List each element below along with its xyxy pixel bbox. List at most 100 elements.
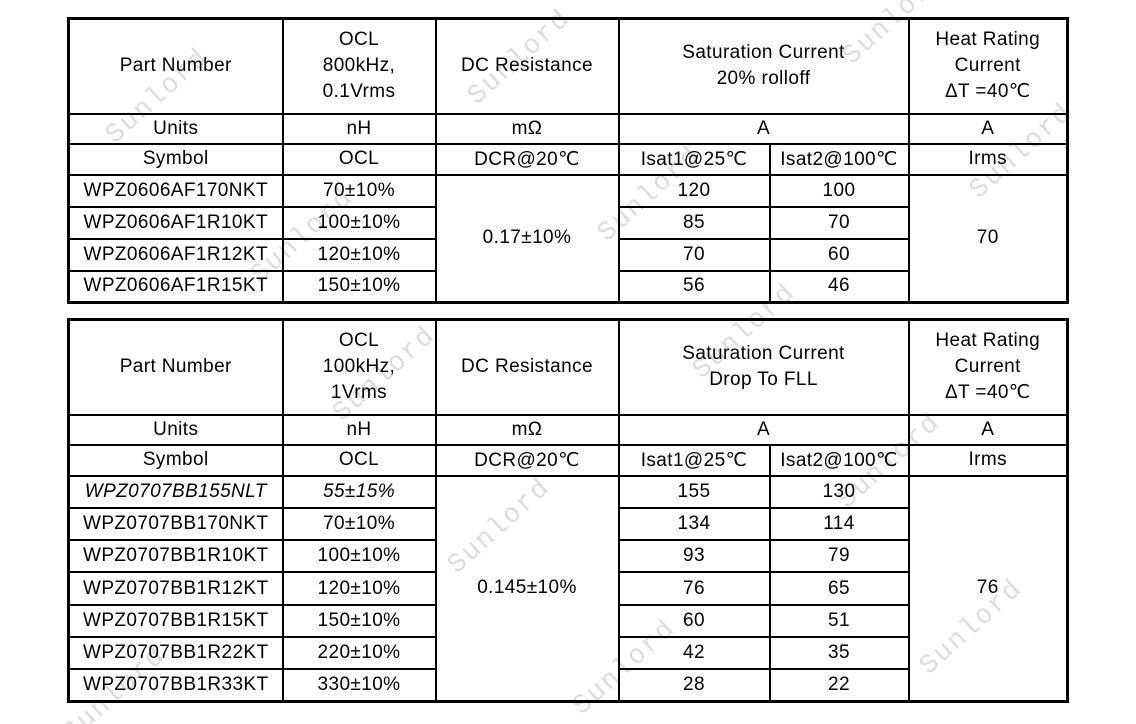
symbol-isat1: Isat1@25℃ bbox=[617, 142, 771, 176]
symbol-ocl: OCL bbox=[281, 142, 437, 176]
cell-ocl: 120±10% bbox=[281, 237, 437, 272]
cell-isat1: 28 bbox=[617, 668, 771, 703]
cell-part-number: WPZ0606AF1R10KT bbox=[67, 205, 284, 240]
cell-isat2: 46 bbox=[768, 269, 910, 304]
header-ocl: OCL 800kHz, 0.1Vrms bbox=[281, 17, 437, 115]
table-row: WPZ0707BB1R10KT 100±10% 93 79 bbox=[67, 539, 1068, 574]
symbol-isat2: Isat2@100℃ bbox=[768, 142, 910, 176]
cell-part-number: WPZ0707BB1R22KT bbox=[67, 635, 284, 671]
header-saturation-current: Saturation Current Drop To FLL bbox=[617, 318, 910, 416]
cell-ocl: 150±10% bbox=[281, 603, 437, 638]
symbol-label: Symbol bbox=[67, 142, 284, 176]
cell-isat2: 79 bbox=[768, 539, 910, 574]
header-row: Part Number OCL 100kHz, 1Vrms DC Resista… bbox=[67, 318, 1069, 416]
table-row: WPZ0606AF1R12KT 120±10% 70 60 bbox=[67, 237, 1068, 272]
cell-ocl: 120±10% bbox=[281, 571, 437, 606]
cell-isat2: 35 bbox=[768, 635, 910, 671]
table-row: WPZ0606AF1R15KT 150±10% 56 46 bbox=[67, 269, 1068, 304]
table-row: WPZ0707BB170NKT 70±10% 134 114 bbox=[67, 506, 1068, 542]
table-row: WPZ0606AF1R10KT 100±10% 85 70 bbox=[67, 205, 1068, 240]
cell-isat2: 51 bbox=[768, 603, 910, 638]
table-row: WPZ0707BB155NLT 55±15% 0.145±10% 155 130… bbox=[67, 474, 1069, 703]
cell-isat1: 76 bbox=[617, 571, 771, 606]
cell-part-number: WPZ0707BB1R12KT bbox=[67, 571, 284, 606]
table-row: WPZ0707BB1R22KT 220±10% 42 35 bbox=[67, 635, 1068, 671]
cell-ocl: 55±15% bbox=[281, 474, 437, 509]
cell-part-number: WPZ0707BB1R10KT bbox=[67, 539, 284, 574]
cell-isat1: 120 bbox=[617, 173, 771, 208]
symbol-dcr: DCR@20℃ bbox=[434, 443, 620, 477]
header-dc-resistance: DC Resistance bbox=[434, 17, 620, 115]
header-row: Part Number OCL 800kHz, 0.1Vrms DC Resis… bbox=[67, 17, 1069, 115]
cell-isat2: 130 bbox=[768, 474, 910, 509]
header-heat-rating-current: Heat Rating Current ΔT =40℃ bbox=[907, 17, 1069, 115]
cell-ocl: 330±10% bbox=[281, 668, 437, 703]
units-dcr: mΩ bbox=[434, 112, 620, 145]
units-row: Units nH mΩ A A bbox=[67, 413, 1069, 446]
cell-ocl: 70±10% bbox=[281, 506, 437, 542]
units-saturation: A bbox=[617, 413, 910, 446]
cell-isat2: 65 bbox=[768, 571, 910, 606]
cell-irms-merged: 70 bbox=[907, 173, 1069, 304]
symbol-label: Symbol bbox=[67, 443, 284, 477]
units-row: Units nH mΩ A A bbox=[67, 112, 1069, 145]
cell-part-number: WPZ0707BB170NKT bbox=[67, 506, 284, 542]
table-row: WPZ0606AF170NKT 70±10% 0.17±10% 120 100 … bbox=[67, 173, 1069, 304]
cell-part-number: WPZ0606AF1R12KT bbox=[67, 237, 284, 272]
cell-part-number: WPZ0606AF170NKT bbox=[67, 173, 284, 208]
cell-dcr-merged: 0.145±10% bbox=[434, 474, 620, 703]
cell-part-number: WPZ0707BB1R15KT bbox=[67, 603, 284, 638]
cell-isat1: 70 bbox=[617, 237, 771, 272]
units-dcr: mΩ bbox=[434, 413, 620, 446]
cell-isat1: 60 bbox=[617, 603, 771, 638]
table-row: WPZ0707BB1R15KT 150±10% 60 51 bbox=[67, 603, 1068, 638]
spec-table-wpz0606: Part Number OCL 800kHz, 0.1Vrms DC Resis… bbox=[67, 17, 1069, 304]
units-label: Units bbox=[67, 112, 284, 145]
cell-isat1: 134 bbox=[617, 506, 771, 542]
units-saturation: A bbox=[617, 112, 910, 145]
cell-ocl: 220±10% bbox=[281, 635, 437, 671]
cell-isat1: 155 bbox=[617, 474, 771, 509]
spec-table-wpz0707: Part Number OCL 100kHz, 1Vrms DC Resista… bbox=[67, 318, 1069, 704]
cell-ocl: 100±10% bbox=[281, 205, 437, 240]
units-ocl: nH bbox=[281, 413, 437, 446]
cell-isat2: 100 bbox=[768, 173, 910, 208]
cell-isat1: 85 bbox=[617, 205, 771, 240]
header-ocl: OCL 100kHz, 1Vrms bbox=[281, 318, 437, 416]
cell-part-number: WPZ0606AF1R15KT bbox=[67, 269, 284, 304]
cell-ocl: 70±10% bbox=[281, 173, 437, 208]
table-row: WPZ0707BB1R12KT 120±10% 76 65 bbox=[67, 571, 1068, 606]
cell-ocl: 100±10% bbox=[281, 539, 437, 574]
header-dc-resistance: DC Resistance bbox=[434, 318, 620, 416]
units-label: Units bbox=[67, 413, 284, 446]
header-saturation-current: Saturation Current 20% rolloff bbox=[617, 17, 910, 115]
symbol-irms: Irms bbox=[907, 443, 1069, 477]
header-part-number: Part Number bbox=[67, 318, 284, 416]
table-row: WPZ0707BB1R33KT 330±10% 28 22 bbox=[67, 668, 1068, 703]
symbol-dcr: DCR@20℃ bbox=[434, 142, 620, 176]
cell-dcr-merged: 0.17±10% bbox=[434, 173, 620, 304]
cell-isat2: 60 bbox=[768, 237, 910, 272]
symbol-isat1: Isat1@25℃ bbox=[617, 443, 771, 477]
cell-isat2: 70 bbox=[768, 205, 910, 240]
symbol-row: Symbol OCL DCR@20℃ Isat1@25℃ Isat2@100℃ … bbox=[67, 142, 1069, 176]
symbol-isat2: Isat2@100℃ bbox=[768, 443, 910, 477]
cell-part-number: WPZ0707BB155NLT bbox=[67, 474, 284, 509]
cell-isat2: 114 bbox=[768, 506, 910, 542]
cell-isat1: 56 bbox=[617, 269, 771, 304]
units-heat: A bbox=[907, 413, 1069, 446]
cell-isat2: 22 bbox=[768, 668, 910, 703]
symbol-ocl: OCL bbox=[281, 443, 437, 477]
header-heat-rating-current: Heat Rating Current ΔT =40℃ bbox=[907, 318, 1069, 416]
cell-isat1: 93 bbox=[617, 539, 771, 574]
units-ocl: nH bbox=[281, 112, 437, 145]
cell-irms-merged: 76 bbox=[907, 474, 1069, 703]
units-heat: A bbox=[907, 112, 1069, 145]
symbol-row: Symbol OCL DCR@20℃ Isat1@25℃ Isat2@100℃ … bbox=[67, 443, 1069, 477]
cell-isat1: 42 bbox=[617, 635, 771, 671]
cell-part-number: WPZ0707BB1R33KT bbox=[67, 668, 284, 703]
header-part-number: Part Number bbox=[67, 17, 284, 115]
cell-ocl: 150±10% bbox=[281, 269, 437, 304]
symbol-irms: Irms bbox=[907, 142, 1069, 176]
